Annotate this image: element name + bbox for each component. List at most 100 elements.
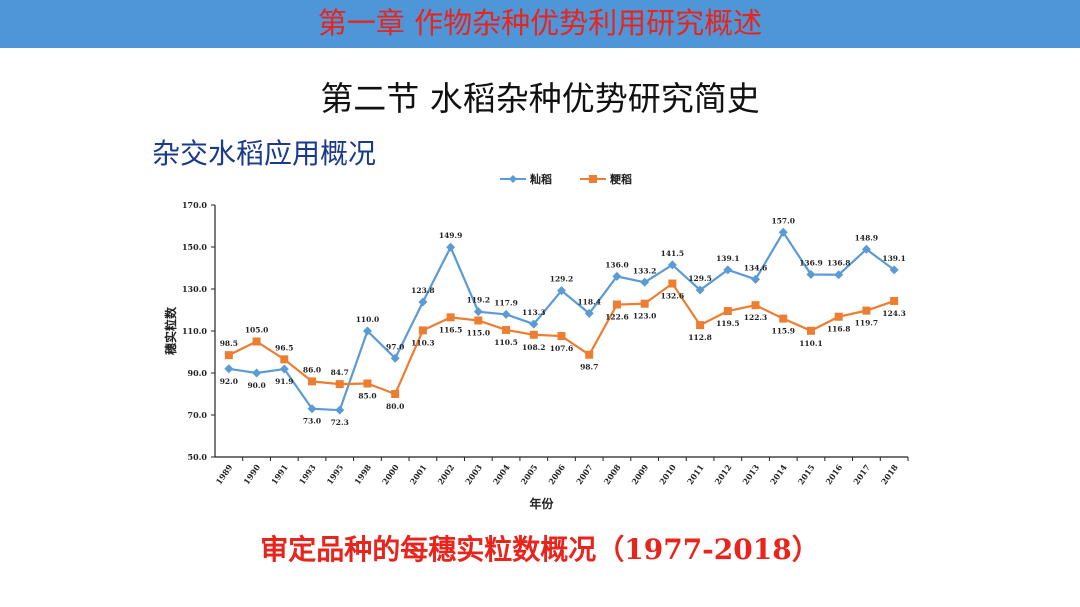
data-point [224,364,234,374]
y-tick-label: 150.0 [182,242,207,252]
y-tick-label: 170.0 [182,200,207,210]
data-point [723,265,733,275]
data-point [723,307,732,316]
data-label: 116.8 [827,325,851,334]
data-label: 110.3 [411,338,435,347]
data-point [501,309,511,319]
data-point [612,271,622,281]
data-label: 80.0 [386,402,404,411]
data-point [252,368,262,378]
data-label: 92.0 [220,377,238,386]
data-label: 72.3 [331,418,349,427]
data-label: 123.0 [633,312,657,321]
data-point [446,242,456,252]
data-label: 117.9 [494,298,518,307]
data-label: 108.2 [522,343,546,352]
x-axis-label: 年份 [529,496,554,511]
data-label: 119.2 [467,296,491,305]
data-point [751,301,760,310]
data-point [695,285,705,295]
x-tick-label: 2000 [380,462,401,486]
data-point [335,380,344,389]
data-label: 123.8 [411,286,435,295]
data-label: 119.5 [716,319,740,328]
line-chart: 50.0 70.0 90.0 110.0 130.0 150.0 170.0 1989 1990… [163,172,909,511]
data-point [640,277,650,287]
data-point [307,404,317,414]
data-point [418,297,428,307]
legend-marker [509,175,517,183]
data-label: 136.9 [799,259,823,268]
data-point [779,314,788,323]
data-label: 110.5 [494,338,518,347]
data-point [473,307,483,317]
data-label: 115.0 [467,329,491,338]
data-point [640,299,649,308]
data-point [391,390,400,398]
data-label: 110.1 [799,339,823,348]
data-point [584,308,594,318]
x-tick-label: 2009 [629,462,650,486]
x-tick-label: 1993 [297,462,318,486]
data-label: 90.0 [247,381,265,390]
x-tick-label: 2013 [740,462,761,486]
data-point [778,227,788,237]
data-point [557,332,566,341]
data-point [502,325,511,334]
x-tick-label: 1995 [324,462,345,486]
chapter-title: 第一章 作物杂种优势利用研究概述 [317,6,763,40]
section-title: 第二节 水稻杂种优势研究简史 [320,79,760,118]
data-point [861,244,871,254]
data-point [335,405,345,415]
data-point [474,316,483,325]
x-tick-label: 2010 [657,462,678,486]
data-label: 157.0 [772,216,796,225]
data-label: 136.0 [605,260,629,269]
x-tick-label: 2002 [435,462,456,486]
data-point [696,321,705,330]
data-label: 122.3 [744,313,768,322]
data-label: 84.7 [331,368,349,377]
figure-caption: 审定品种的每穗实粒数概况（1977-2018） [260,533,820,566]
data-label: 148.9 [855,233,879,242]
legend-label: 粳稻 [609,172,632,186]
x-tick-label: 2001 [408,462,429,486]
x-tick-label: 2007 [574,462,595,486]
x-tick-label: 2004 [491,462,512,486]
data-label: 97.0 [386,342,404,351]
data-point [418,326,427,335]
data-point [446,313,455,322]
data-point [362,326,372,336]
subsection-title: 杂交水稻应用概况 [152,137,377,170]
data-label: 139.1 [716,254,740,263]
data-point [806,270,816,280]
top-accent-bar: 第一章 作物杂种优势利用研究概述 [0,0,1080,48]
y-tick-label: 70.0 [188,410,208,420]
x-tick-label: 1989 [214,462,235,486]
data-label: 118.4 [577,297,601,306]
data-point [834,270,844,280]
data-label: 122.6 [605,313,629,322]
data-point [280,355,289,364]
x-tick-label: 2016 [823,462,844,486]
y-axis-label: 穗实粒数 [163,306,178,355]
data-point [668,279,677,288]
data-label: 91.9 [275,377,293,386]
data-label: 139.1 [882,254,906,263]
data-label: 116.5 [439,325,463,334]
y-tick-label: 90.0 [188,368,208,378]
x-tick-label: 1990 [241,462,262,486]
data-point [252,337,261,346]
x-tick-label: 1991 [269,462,290,486]
data-point [224,351,233,360]
data-label: 105.0 [245,326,269,335]
data-point [862,306,871,315]
data-point [529,319,539,329]
x-tick-label: 2011 [685,462,706,486]
data-point [529,330,538,339]
x-tick-label: 2003 [463,462,484,486]
data-point [667,260,677,270]
data-label: 149.9 [439,231,463,240]
x-tick-label: 2006 [546,462,567,486]
data-point [612,300,621,309]
